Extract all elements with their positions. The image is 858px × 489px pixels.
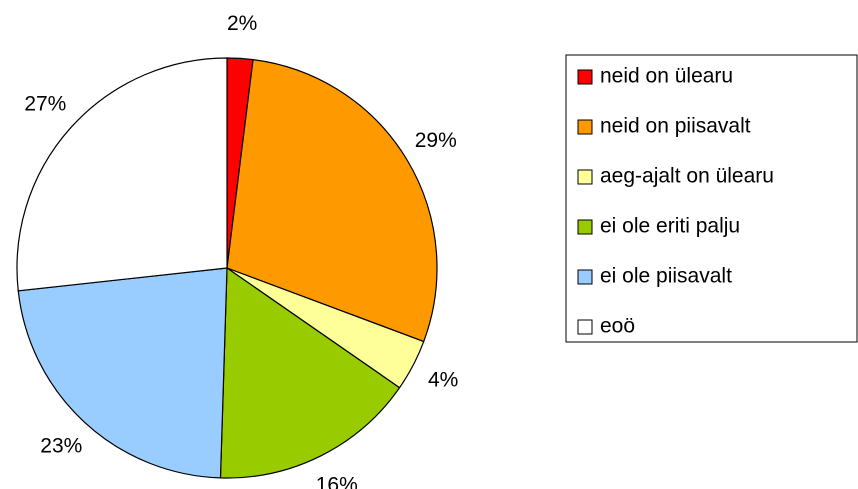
data-label: 27% [24,93,66,116]
legend-label: neid on piisavalt [600,115,751,138]
data-label: 16% [316,473,358,489]
legend-swatch [577,269,593,285]
legend-swatch [577,69,593,85]
pie-slice [219,266,401,479]
legend-label: ei ole piisavalt [600,265,732,288]
data-label: 2% [227,12,257,35]
pie-slice [226,58,438,343]
legend-swatch [577,169,593,185]
pie-slice [17,267,228,479]
legend-swatch [577,319,593,335]
data-label: 29% [415,129,457,152]
legend-box [565,54,858,343]
legend-label: eoö [600,315,635,338]
legend-swatch [577,119,593,135]
data-label: 4% [428,369,458,392]
legend-label: neid on ülearu [600,65,733,88]
pie-slice [16,57,228,292]
legend-swatch [577,219,593,235]
legend-label: ei ole eriti palju [600,215,740,238]
legend-label: aeg-ajalt on ülearu [600,165,774,188]
data-label: 23% [40,435,82,458]
